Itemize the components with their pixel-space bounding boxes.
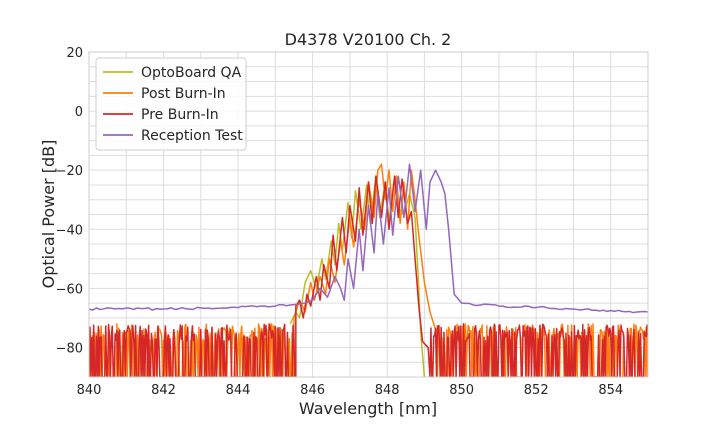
x-tick-label: 850 xyxy=(449,383,474,398)
series-reception-test xyxy=(89,163,648,314)
plot-frame xyxy=(88,51,649,378)
y-tick-label: 0 xyxy=(75,105,83,120)
x-tick-label: 840 xyxy=(77,383,102,398)
legend-frame xyxy=(95,57,247,151)
legend-label: OptoBoard QA xyxy=(141,65,242,81)
y-axis-label: Optical Power [dB] xyxy=(39,140,58,289)
y-tick-label: −80 xyxy=(56,341,83,356)
legend-label: Pre Burn-In xyxy=(141,107,219,123)
chart-title: D4378 V20100 Ch. 2 xyxy=(285,30,452,49)
x-tick-label: 852 xyxy=(524,383,549,398)
y-tick-label: −60 xyxy=(56,282,83,297)
x-axis-label: Wavelength [nm] xyxy=(299,399,437,418)
ticks: 840 842 844 846 848 850 852 854 −80 −60 −40 −20 0 20 xyxy=(56,46,624,398)
legend: OptoBoard QA Post Burn-In Pre Burn-In Recep… xyxy=(95,57,247,151)
series-layer xyxy=(89,163,648,377)
x-tick-label: 844 xyxy=(226,383,251,398)
y-tick-label: −20 xyxy=(56,164,83,179)
x-tick-label: 846 xyxy=(300,383,325,398)
y-tick-label: −40 xyxy=(56,223,83,238)
legend-label: Reception Test xyxy=(141,128,243,144)
series-line xyxy=(89,163,648,314)
x-tick-label: 842 xyxy=(151,383,176,398)
x-tick-label: 854 xyxy=(598,383,623,398)
x-tick-label: 848 xyxy=(375,383,400,398)
legend-label: Post Burn-In xyxy=(141,86,226,102)
y-tick-label: 20 xyxy=(66,46,83,61)
